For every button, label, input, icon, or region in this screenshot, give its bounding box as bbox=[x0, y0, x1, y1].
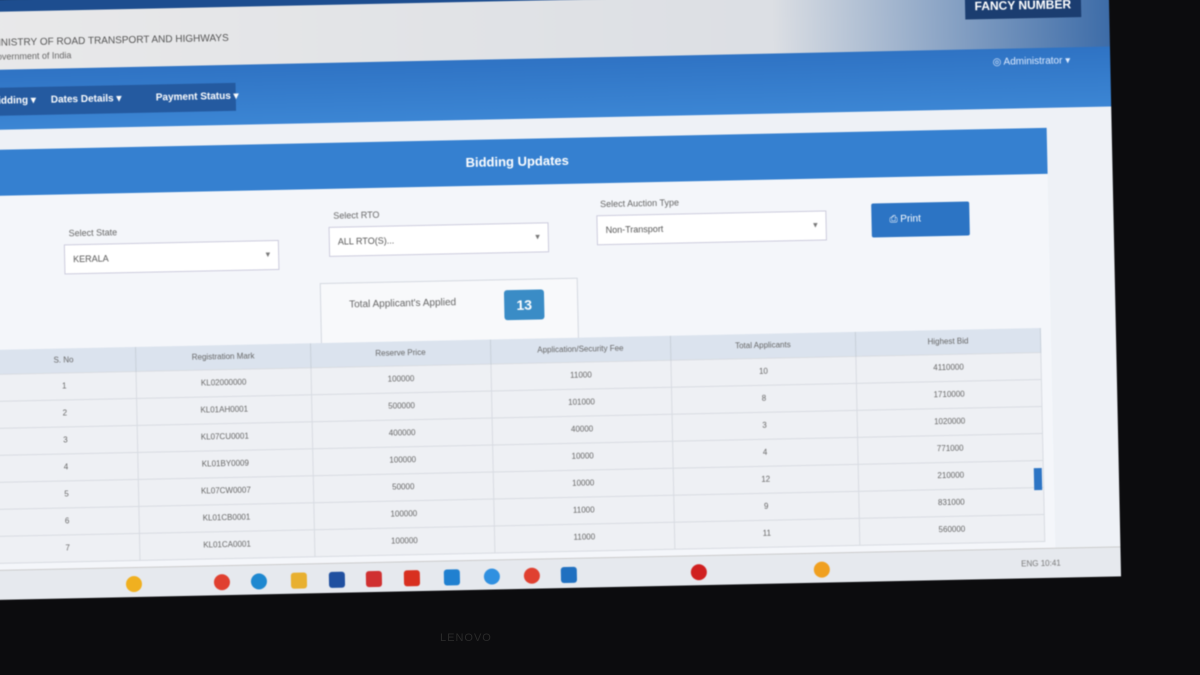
table-cell: 560000 bbox=[859, 513, 1045, 545]
office-icon[interactable] bbox=[403, 570, 421, 587]
col-sno[interactable]: S. No bbox=[0, 346, 136, 374]
table-cell: 10000 bbox=[492, 440, 673, 472]
rto-select[interactable]: ALL RTO(S)... ▾ bbox=[328, 222, 550, 257]
table-cell: 8 bbox=[671, 382, 857, 414]
table-cell: 1710000 bbox=[856, 378, 1042, 410]
table-cell: 10 bbox=[670, 355, 857, 387]
rto-value: ALL RTO(S)... bbox=[337, 235, 395, 247]
table-cell: 11000 bbox=[490, 359, 672, 391]
table-cell: KL01AH0001 bbox=[136, 394, 312, 425]
auction-type-value: Non-Transport bbox=[605, 223, 664, 236]
table-cell: 400000 bbox=[311, 417, 493, 449]
table-cell: 1 bbox=[0, 370, 137, 401]
table-cell: 5 bbox=[0, 478, 139, 509]
chevron-down-icon: ▾ bbox=[265, 249, 271, 260]
print-icon: ⎙ bbox=[889, 213, 901, 226]
table-cell: 4 bbox=[672, 436, 858, 468]
nav-item-payment-status[interactable]: Payment Status ▾ bbox=[155, 90, 239, 104]
table-cell: 3 bbox=[0, 424, 138, 455]
stat-label: Total Applicant's Applied bbox=[349, 297, 457, 311]
auction-type-label: Select Auction Type bbox=[600, 197, 680, 210]
table-cell: 6 bbox=[0, 505, 140, 536]
table-cell: 4 bbox=[0, 451, 139, 482]
table-cell: 3 bbox=[671, 409, 858, 441]
table-cell: 11 bbox=[674, 517, 860, 549]
app-icon[interactable] bbox=[560, 566, 578, 584]
nav-item-dates-details[interactable]: Dates Details ▾ bbox=[50, 93, 122, 106]
user-icon: ◎ bbox=[992, 56, 1004, 68]
system-tray[interactable]: ENG 10:41 bbox=[1021, 558, 1061, 569]
table-cell: 100000 bbox=[310, 363, 492, 395]
bidding-updates-card: Bidding Updates Select State KERALA ▾ Sel… bbox=[0, 127, 1057, 600]
table-cell: 4110000 bbox=[855, 352, 1042, 383]
state-label: Select State bbox=[68, 227, 118, 239]
search-icon[interactable] bbox=[125, 575, 143, 593]
state-select[interactable]: KERALA ▾ bbox=[63, 239, 280, 275]
table-cell: KL01CA0001 bbox=[139, 529, 315, 560]
table-cell: 9 bbox=[673, 490, 860, 522]
table-cell: 1020000 bbox=[856, 405, 1043, 437]
bidding-table: S. No Registration Mark Reserve Price Ap… bbox=[0, 328, 1045, 563]
table-cell: 100000 bbox=[313, 498, 495, 530]
table-cell: 40000 bbox=[491, 413, 673, 445]
monitor-brand: LENOVO bbox=[440, 632, 492, 644]
table-cell: 50000 bbox=[313, 471, 494, 503]
table-cell: KL07CU0001 bbox=[137, 421, 313, 452]
folder-icon[interactable] bbox=[290, 572, 308, 589]
table-cell: 11000 bbox=[493, 494, 675, 526]
user-name: Administrator bbox=[1003, 55, 1063, 68]
chevron-down-icon: ▾ bbox=[535, 231, 540, 242]
table-cell: 12 bbox=[672, 463, 859, 495]
table-cell: 11000 bbox=[494, 521, 675, 553]
table-cell: 100000 bbox=[312, 444, 493, 476]
table-cell: 210000 bbox=[857, 459, 1044, 491]
record-icon[interactable] bbox=[690, 564, 708, 581]
table-cell: 10000 bbox=[492, 467, 674, 499]
table-cell: KL02000000 bbox=[135, 367, 312, 398]
screen: MINISTRY OF ROAD TRANSPORT AND HIGHWAYS … bbox=[0, 0, 1122, 600]
table-cell: 771000 bbox=[857, 432, 1044, 464]
chrome-icon[interactable] bbox=[213, 574, 231, 591]
ministry-title: MINISTRY OF ROAD TRANSPORT AND HIGHWAYS bbox=[0, 32, 229, 49]
table-cell: KL01CB0001 bbox=[138, 502, 315, 533]
card-title: Bidding Updates bbox=[0, 127, 1048, 197]
table-cell: 7 bbox=[0, 532, 140, 563]
table-cell: 100000 bbox=[314, 525, 495, 557]
scrollbar[interactable] bbox=[1033, 468, 1043, 491]
rto-label: Select RTO bbox=[333, 209, 380, 221]
user-menu[interactable]: ◎ Administrator ▾ bbox=[992, 55, 1071, 68]
chrome-active-icon[interactable] bbox=[523, 567, 541, 584]
print-button[interactable]: ⎙ Print bbox=[871, 201, 970, 238]
nav-item-bidding[interactable]: Bidding ▾ bbox=[0, 94, 36, 107]
edge-icon[interactable] bbox=[250, 573, 268, 590]
table-cell: 831000 bbox=[858, 486, 1045, 518]
stat-badge: 13 bbox=[503, 289, 545, 321]
chevron-down-icon: ▾ bbox=[812, 219, 818, 230]
auction-type-select[interactable]: Non-Transport ▾ bbox=[596, 210, 827, 246]
pdf-icon[interactable] bbox=[365, 570, 383, 588]
state-value: KERALA bbox=[73, 253, 109, 265]
weather-icon bbox=[813, 561, 830, 578]
col-registration-mark[interactable]: Registration Mark bbox=[135, 343, 311, 371]
applicants-stat: Total Applicant's Applied 13 bbox=[319, 277, 579, 346]
mail-icon[interactable] bbox=[443, 569, 461, 586]
table-cell: 2 bbox=[0, 397, 138, 428]
table-cell: KL07CW0007 bbox=[138, 475, 314, 506]
fancy-number-logo[interactable]: FANCY NUMBER bbox=[964, 0, 1082, 20]
browser-icon[interactable] bbox=[483, 568, 501, 585]
store-icon[interactable] bbox=[328, 571, 346, 588]
table-cell: 101000 bbox=[491, 386, 672, 418]
table-cell: KL01BY0009 bbox=[137, 448, 314, 479]
government-subtitle: Government of India bbox=[0, 50, 72, 62]
print-label: Print bbox=[900, 213, 921, 225]
table-cell: 500000 bbox=[311, 390, 492, 422]
